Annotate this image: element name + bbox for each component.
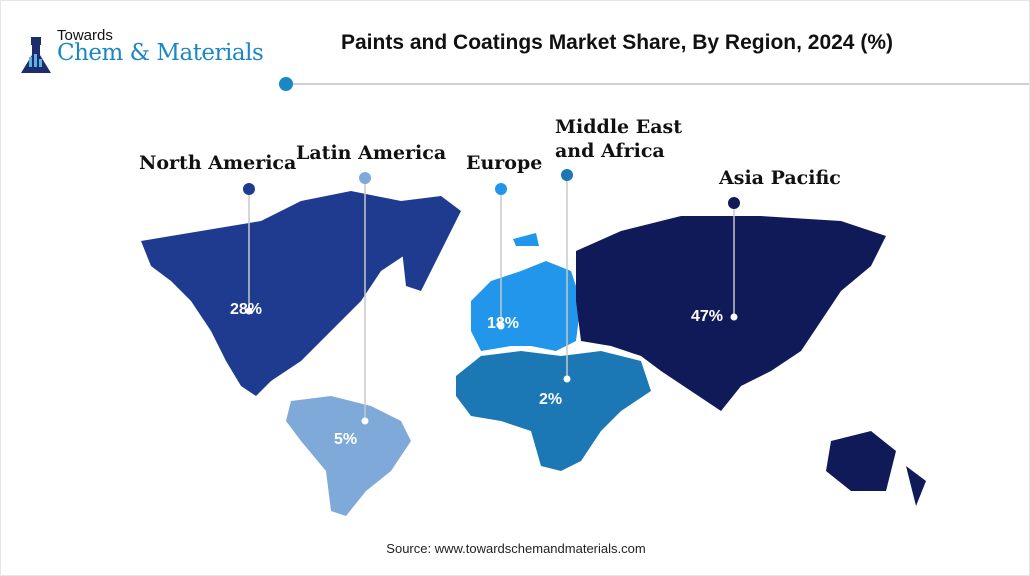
divider-dot — [279, 77, 293, 91]
source-note: Source: www.towardschemandmaterials.com — [386, 541, 646, 556]
region-name-asia-pacific: Asia Pacific — [719, 167, 841, 189]
logo-line1: Towards — [57, 27, 113, 44]
anchor-dot-asia-pacific — [730, 313, 738, 321]
region-name-europe: Europe — [466, 152, 543, 174]
marker-dot-north-america — [243, 183, 255, 195]
anchor-dot-north-america — [245, 307, 253, 315]
marker-dot-latin-america — [359, 172, 371, 184]
anchor-dot-latin-america — [361, 417, 369, 425]
value-label-middle-east-africa: 2% — [539, 391, 562, 408]
marker-dot-asia-pacific — [728, 197, 740, 209]
region-asia-pacific — [576, 216, 926, 506]
flask-icon — [21, 37, 51, 73]
anchor-dot-middle-east-africa — [563, 375, 571, 383]
region-north-america — [141, 191, 461, 396]
logo-line2: Chem & Materials — [57, 40, 264, 66]
region-europe — [471, 233, 581, 351]
region-middle-east-africa — [456, 351, 651, 471]
value-label-north-america: 28% — [230, 301, 262, 318]
region-name-north-america: North America — [139, 152, 297, 174]
value-label-asia-pacific: 47% — [691, 308, 723, 325]
chart-title: Paints and Coatings Market Share, By Reg… — [341, 31, 893, 54]
value-label-europe: 18% — [487, 315, 519, 332]
region-latin-america — [286, 396, 411, 516]
marker-dot-europe — [495, 183, 507, 195]
value-label-latin-america: 5% — [334, 431, 357, 448]
marker-dot-middle-east-africa — [561, 169, 573, 181]
anchor-dot-europe — [497, 322, 505, 330]
region-name-middle-east-africa: Middle East and Africa — [555, 116, 683, 162]
region-name-latin-america: Latin America — [296, 142, 447, 164]
